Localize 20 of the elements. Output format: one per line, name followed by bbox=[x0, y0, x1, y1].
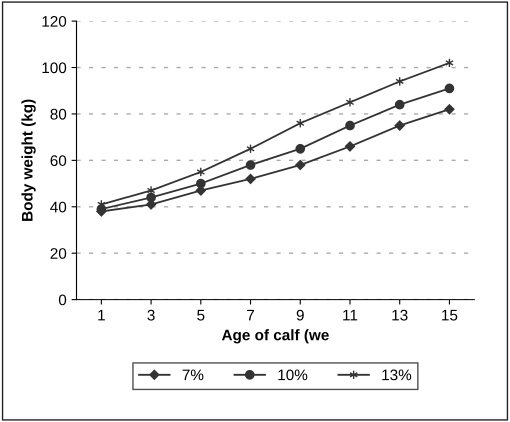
y-tick-label: 80 bbox=[50, 108, 66, 120]
x-axis-title: Age of calf (we bbox=[222, 329, 329, 344]
x-tick-label: 1 bbox=[98, 310, 105, 320]
legend-label: 13% bbox=[382, 369, 412, 380]
y-tick-label: 40 bbox=[50, 202, 66, 212]
y-tick-label: 100 bbox=[42, 62, 66, 74]
y-tick-label: 20 bbox=[50, 248, 66, 259]
y-tick-label: 60 bbox=[50, 155, 66, 166]
y-tick-label: 0 bbox=[58, 294, 66, 306]
legend-label: 10% bbox=[278, 369, 308, 380]
legend-label: 7% bbox=[182, 370, 204, 380]
y-tick-label: 120 bbox=[42, 16, 66, 27]
x-tick-label: 13 bbox=[392, 310, 408, 321]
x-tick-label: 15 bbox=[442, 310, 458, 321]
x-tick-label: 9 bbox=[296, 310, 304, 321]
x-tick-label: 5 bbox=[197, 310, 204, 321]
x-tick-label: 7 bbox=[247, 310, 254, 320]
y-axis-title: Body weight (kg) bbox=[21, 100, 36, 221]
x-tick-label: 11 bbox=[343, 310, 358, 320]
x-tick-label: 3 bbox=[147, 310, 155, 321]
